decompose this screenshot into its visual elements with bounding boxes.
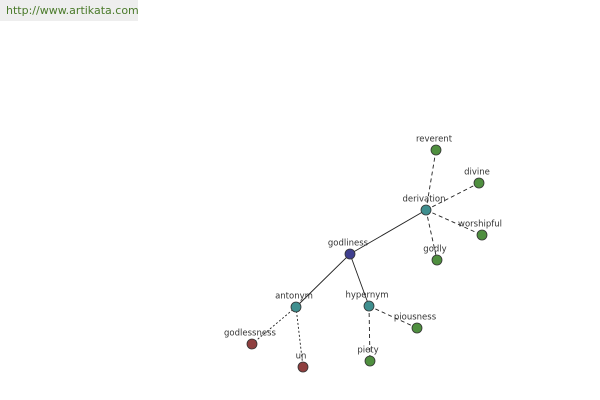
- edge: [425, 149, 437, 211]
- node: [297, 361, 309, 373]
- edge: [368, 305, 371, 362]
- node-label: piety: [357, 346, 378, 356]
- node: [476, 229, 488, 241]
- edge: [425, 209, 438, 261]
- edge: [349, 209, 427, 255]
- node-label: hypernym: [345, 291, 388, 301]
- node-label: worshipful: [458, 220, 502, 230]
- node-label: reverent: [416, 135, 453, 145]
- node: [246, 338, 258, 350]
- node: [420, 204, 432, 216]
- node-label: piousness: [394, 313, 437, 323]
- edge: [251, 306, 297, 345]
- node: [411, 322, 423, 334]
- node: [344, 248, 356, 260]
- node: [290, 301, 302, 313]
- node-label: antonym: [275, 292, 313, 302]
- node-label: godlessness: [224, 329, 276, 339]
- edge: [349, 253, 370, 307]
- site-url[interactable]: http://www.artikata.com: [6, 4, 139, 17]
- node-label: godly: [423, 245, 446, 255]
- node-label: godliness: [328, 239, 369, 249]
- header: http://www.artikata.com: [0, 0, 139, 21]
- edge: [425, 182, 480, 211]
- node: [363, 300, 375, 312]
- node: [430, 144, 442, 156]
- node: [364, 355, 376, 367]
- node-label: derivation: [402, 195, 445, 205]
- edge: [295, 253, 351, 308]
- edge: [425, 209, 483, 236]
- edge: [368, 305, 418, 329]
- node-label: un: [296, 352, 307, 362]
- node-label: divine: [464, 168, 490, 178]
- node: [431, 254, 443, 266]
- node: [473, 177, 485, 189]
